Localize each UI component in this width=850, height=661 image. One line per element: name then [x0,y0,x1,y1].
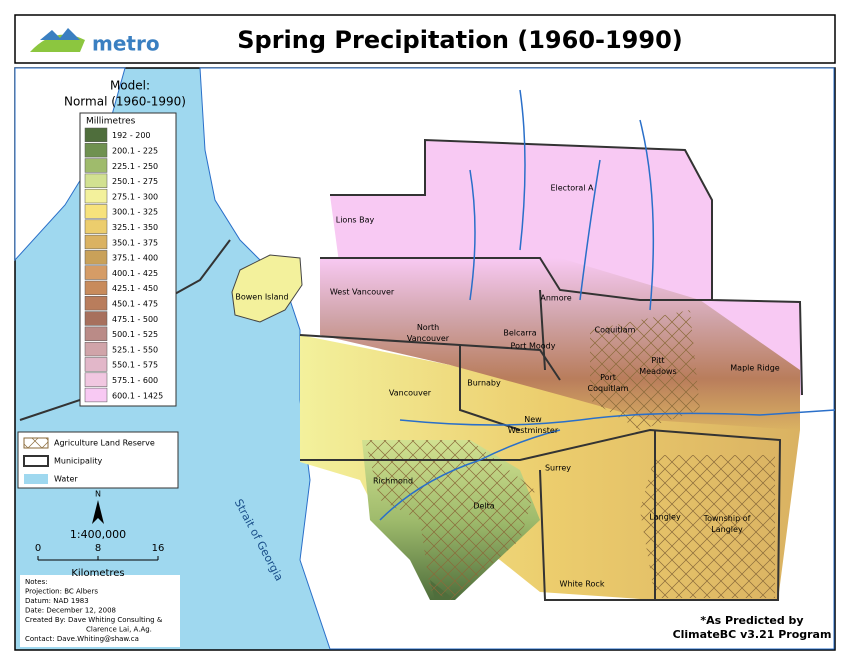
island [231,254,303,323]
legend-label: 550.1 - 575 [112,361,158,370]
place-label: Delta [473,502,494,511]
north-label: N [95,490,101,499]
rivers [379,89,836,521]
boundaries [19,138,803,601]
title: Spring Precipitation (1960-1990) [237,26,683,54]
layer-label: Water [54,475,78,484]
legend-label: 525.1 - 550 [112,345,158,354]
legend-label: 375.1 - 400 [112,254,158,263]
layer-swatch [23,437,49,449]
legend-swatch [84,387,108,403]
legend-label: 575.1 - 600 [112,376,158,385]
legend-swatch [84,326,108,341]
place-label: Township of [703,514,751,523]
units: Millimetres [86,117,136,127]
legend-swatch [84,372,108,387]
scale-ratio: 1:400,000 [70,528,126,541]
layer-label: Agriculture Land Reserve [54,439,155,448]
place-label: Coquitlam [595,326,636,335]
legend-label: 225.1 - 250 [112,162,158,171]
legend-swatch [84,265,108,280]
place-label: Lions Bay [336,216,375,225]
legend-label: 475.1 - 500 [112,315,158,324]
legend-swatch [84,341,108,357]
place-label: Maple Ridge [730,364,780,373]
legend-swatch [84,311,108,326]
logo-text: metro [92,32,160,56]
place-label: Vancouver [407,334,450,343]
place-label: Meadows [639,367,676,376]
legend-swatch [84,296,108,311]
model-subtitle: Normal (1960-1990) [64,95,186,109]
note-line: Date: December 12, 2008 [25,607,116,615]
legend-swatch [84,127,108,143]
alr [590,310,700,430]
legend-swatch [84,280,108,296]
place-label: Belcarra [503,329,536,338]
layer-swatch [23,455,49,467]
model-title: Model: [110,79,150,93]
place-label: White Rock [560,580,605,589]
place-label: Langley [711,525,743,534]
note-line: Contact: Dave.Whiting@shaw.ca [25,635,139,643]
place-label: Bowen Island [235,293,288,302]
footer: *As Predicted by [700,614,803,627]
legend-label: 275.1 - 300 [112,192,158,201]
footer: ClimateBC v3.21 Program [673,628,832,641]
place-label: Richmond [373,477,413,486]
place-label: Coquitlam [588,384,629,393]
legend-swatch [84,219,108,234]
legend-label: 400.1 - 425 [112,269,158,278]
legend-label: 350.1 - 375 [112,238,158,247]
place-label: Port [600,373,616,382]
place-label: North [417,323,439,332]
scale-label: 16 [152,543,165,554]
place-label: Electoral A [550,184,594,193]
header-frame [14,14,836,64]
legend-swatch [84,173,108,188]
layer-label: Municipality [54,457,102,466]
legend-label: 250.1 - 275 [112,177,158,186]
place-label: Langley [649,513,681,522]
place-label: New [524,415,542,424]
scale-label: 0 [35,543,41,554]
place-label: Burnaby [467,379,501,388]
logo-mountain [40,28,80,40]
legend-swatch [84,188,108,204]
legend-label: 300.1 - 325 [112,208,158,217]
place-label: Pitt [651,356,664,365]
legend-label: 600.1 - 1425 [112,391,163,400]
north-arrow [92,500,104,524]
note-line: Created By: Dave Whiting Consulting & [25,616,163,624]
note-line: Notes: [25,578,48,586]
legend-swatch [84,204,108,219]
scale-unit: Kilometres [71,568,124,579]
note-line: Projection: BC Albers [25,588,98,596]
note-line: Clarence Lai, A.Ag. [86,626,152,634]
legend-swatch [84,357,108,372]
notes-box [20,575,180,647]
alr [640,455,775,598]
place-label: Anmore [540,294,571,303]
legend-label: 450.1 - 475 [112,299,158,308]
place-label: West Vancouver [330,288,395,297]
legend-label: 200.1 - 225 [112,146,158,155]
note-line: Datum: NAD 1983 [25,597,89,605]
legend-swatch [84,250,108,265]
scale-label: 8 [95,543,101,554]
legend-swatch [84,158,108,173]
legend-swatch [84,234,108,250]
place-label: Surrey [545,464,571,473]
place-label: Vancouver [389,389,432,398]
layer-swatch [24,474,48,484]
alr [365,440,535,600]
legend-label: 425.1 - 450 [112,284,158,293]
legend-swatch [84,143,108,158]
legend-label: 192 - 200 [112,131,151,140]
legend-label: 500.1 - 525 [112,330,158,339]
legend-label: 325.1 - 350 [112,223,158,232]
place-label: Port Moody [511,342,556,351]
place-label: Westminster [508,426,559,435]
